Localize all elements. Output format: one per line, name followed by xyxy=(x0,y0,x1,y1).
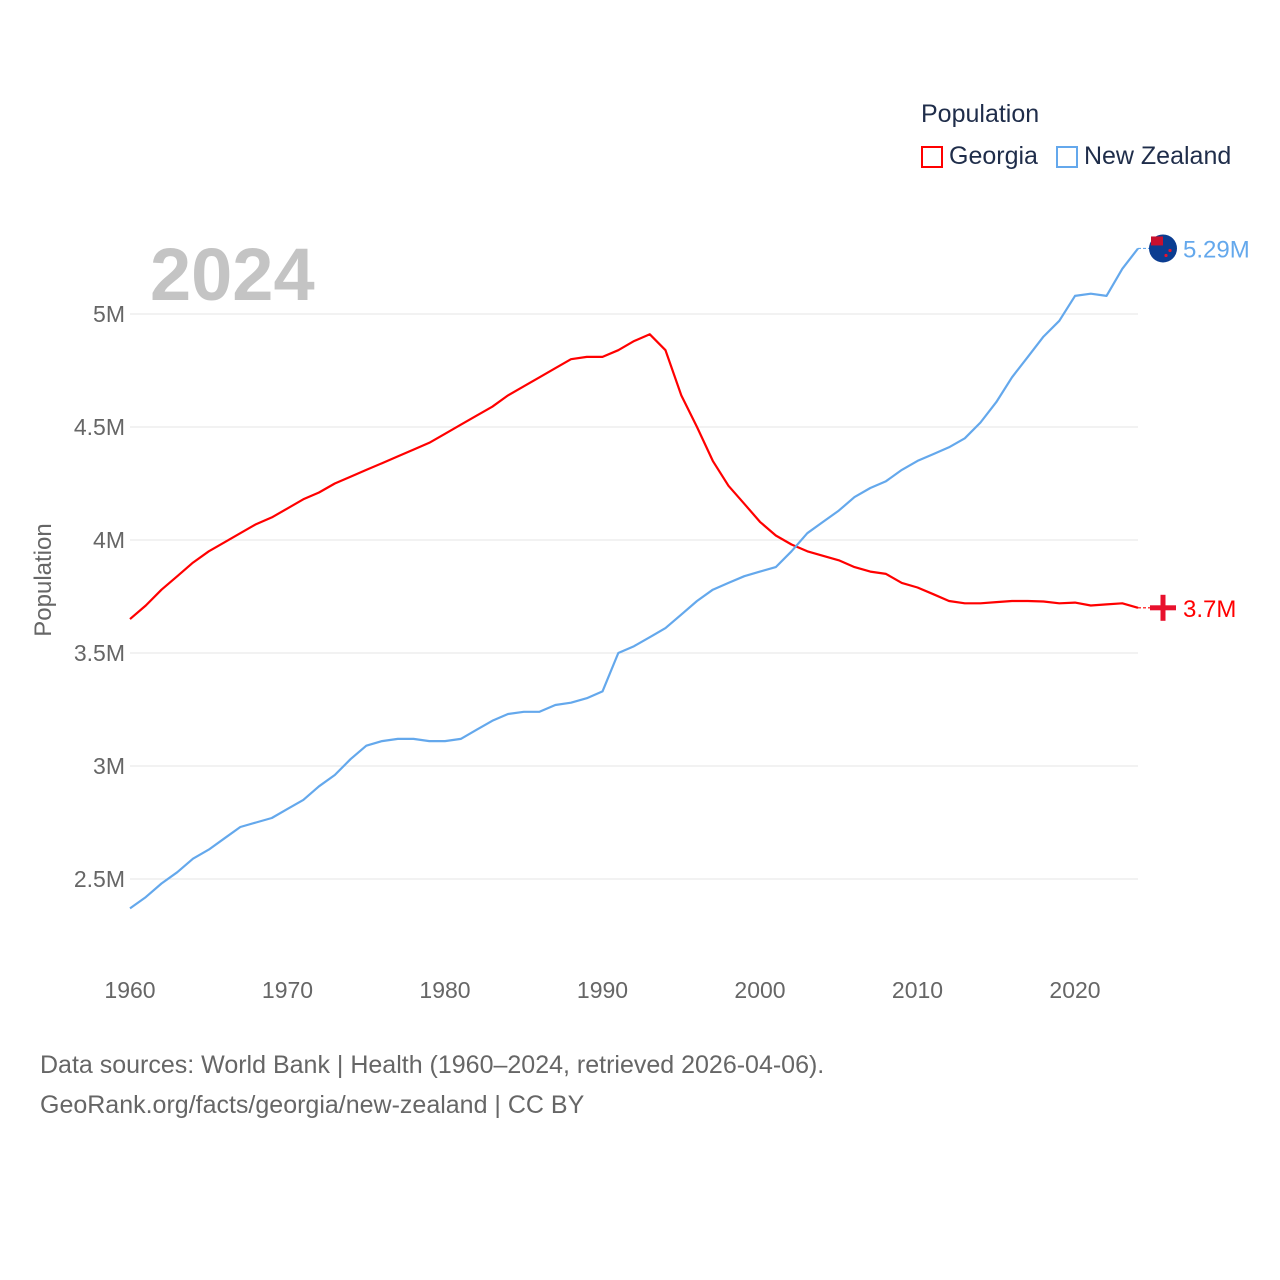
x-tick-label: 2010 xyxy=(892,977,943,1003)
data-source-text: Data sources: World Bank | Health (1960–… xyxy=(40,1051,825,1079)
x-tick-label: 1970 xyxy=(262,977,313,1003)
georgia-flag-icon xyxy=(1150,594,1176,621)
y-tick-label: 3.5M xyxy=(74,640,125,666)
footer: Data sources: World Bank | Health (1960–… xyxy=(40,1045,824,1125)
end-value-label-georgia: 3.7M xyxy=(1183,596,1236,623)
legend-swatch-new-zealand xyxy=(1055,145,1078,168)
y-tick-label: 4M xyxy=(93,527,125,553)
x-tick-label: 2000 xyxy=(734,977,785,1003)
x-tick-label: 2020 xyxy=(1049,977,1100,1003)
y-tick-label: 3M xyxy=(93,753,125,779)
legend-label-new-zealand: New Zealand xyxy=(1083,142,1232,170)
legend-item-new-zealand[interactable]: New Zealand xyxy=(1055,142,1232,171)
series-line-new-zealand xyxy=(129,247,1139,910)
series-line-georgia xyxy=(129,333,1139,620)
x-tick-label: 1980 xyxy=(419,977,470,1003)
new-zealand-flag-icon xyxy=(1149,234,1177,263)
legend-label-georgia: Georgia xyxy=(949,142,1038,170)
year-watermark: 2024 xyxy=(150,233,315,316)
y-tick-label: 4.5M xyxy=(74,414,125,440)
end-value-label-new-zealand: 5.29M xyxy=(1183,236,1250,263)
y-axis-label: Population xyxy=(30,523,57,636)
source-link[interactable]: GeoRank.org/facts/georgia/new-zealand | … xyxy=(40,1091,585,1119)
x-tick-label: 1990 xyxy=(577,977,628,1003)
y-tick-label: 5M xyxy=(93,301,125,327)
y-tick-label: 2.5M xyxy=(74,866,125,892)
legend-title: Population xyxy=(921,100,1040,128)
legend: Georgia New Zealand xyxy=(921,142,1231,171)
legend-swatch-georgia xyxy=(921,145,943,168)
legend-item-georgia[interactable]: Georgia xyxy=(921,142,1038,171)
x-tick-label: 1960 xyxy=(104,977,155,1003)
